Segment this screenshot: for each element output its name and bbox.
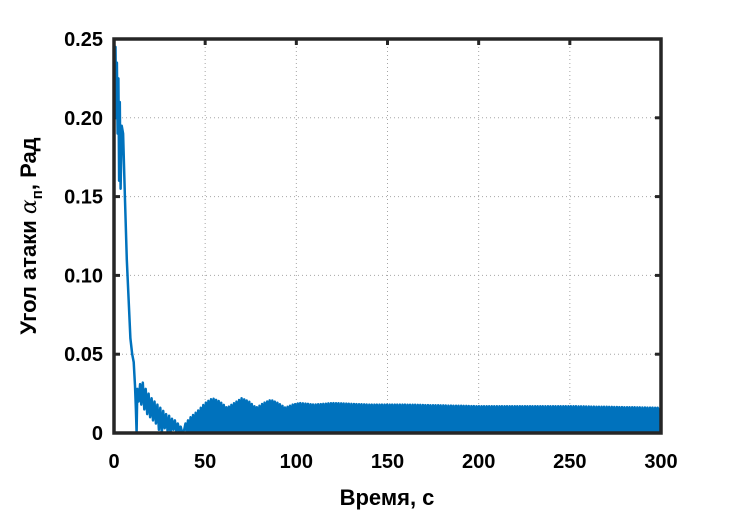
x-tick-label: 50 <box>194 451 216 473</box>
x-tick-label: 300 <box>644 451 677 473</box>
x-axis-label: Время, с <box>340 485 435 510</box>
x-tick-labels: 0 50 100 150 200 250 300 <box>108 451 677 473</box>
x-tick-label: 200 <box>462 451 495 473</box>
y-tick-label: 0.10 <box>64 265 103 287</box>
y-axis-label-main: Угол атаки <box>16 214 41 335</box>
grid-lines <box>114 39 661 433</box>
y-tick-label: 0.20 <box>64 108 103 130</box>
y-tick-label: 0.05 <box>64 344 103 366</box>
x-tick-label: 0 <box>108 451 119 473</box>
y-axis-label-symbol: α <box>17 199 42 214</box>
y-axis-label: Угол атаки αп, Рад <box>16 137 46 334</box>
y-axis-label-unit: , Рад <box>16 137 41 190</box>
x-tick-label: 250 <box>553 451 586 473</box>
y-tick-labels: 0 0.05 0.10 0.15 0.20 0.25 <box>64 29 103 445</box>
y-tick-label: 0.25 <box>64 29 103 51</box>
x-tick-label: 150 <box>371 451 404 473</box>
y-axis-label-subscript: п <box>29 190 46 199</box>
x-tick-label: 100 <box>280 451 313 473</box>
y-tick-label: 0.15 <box>64 187 103 209</box>
y-tick-label: 0 <box>92 423 103 445</box>
plot-frame <box>112 37 663 435</box>
